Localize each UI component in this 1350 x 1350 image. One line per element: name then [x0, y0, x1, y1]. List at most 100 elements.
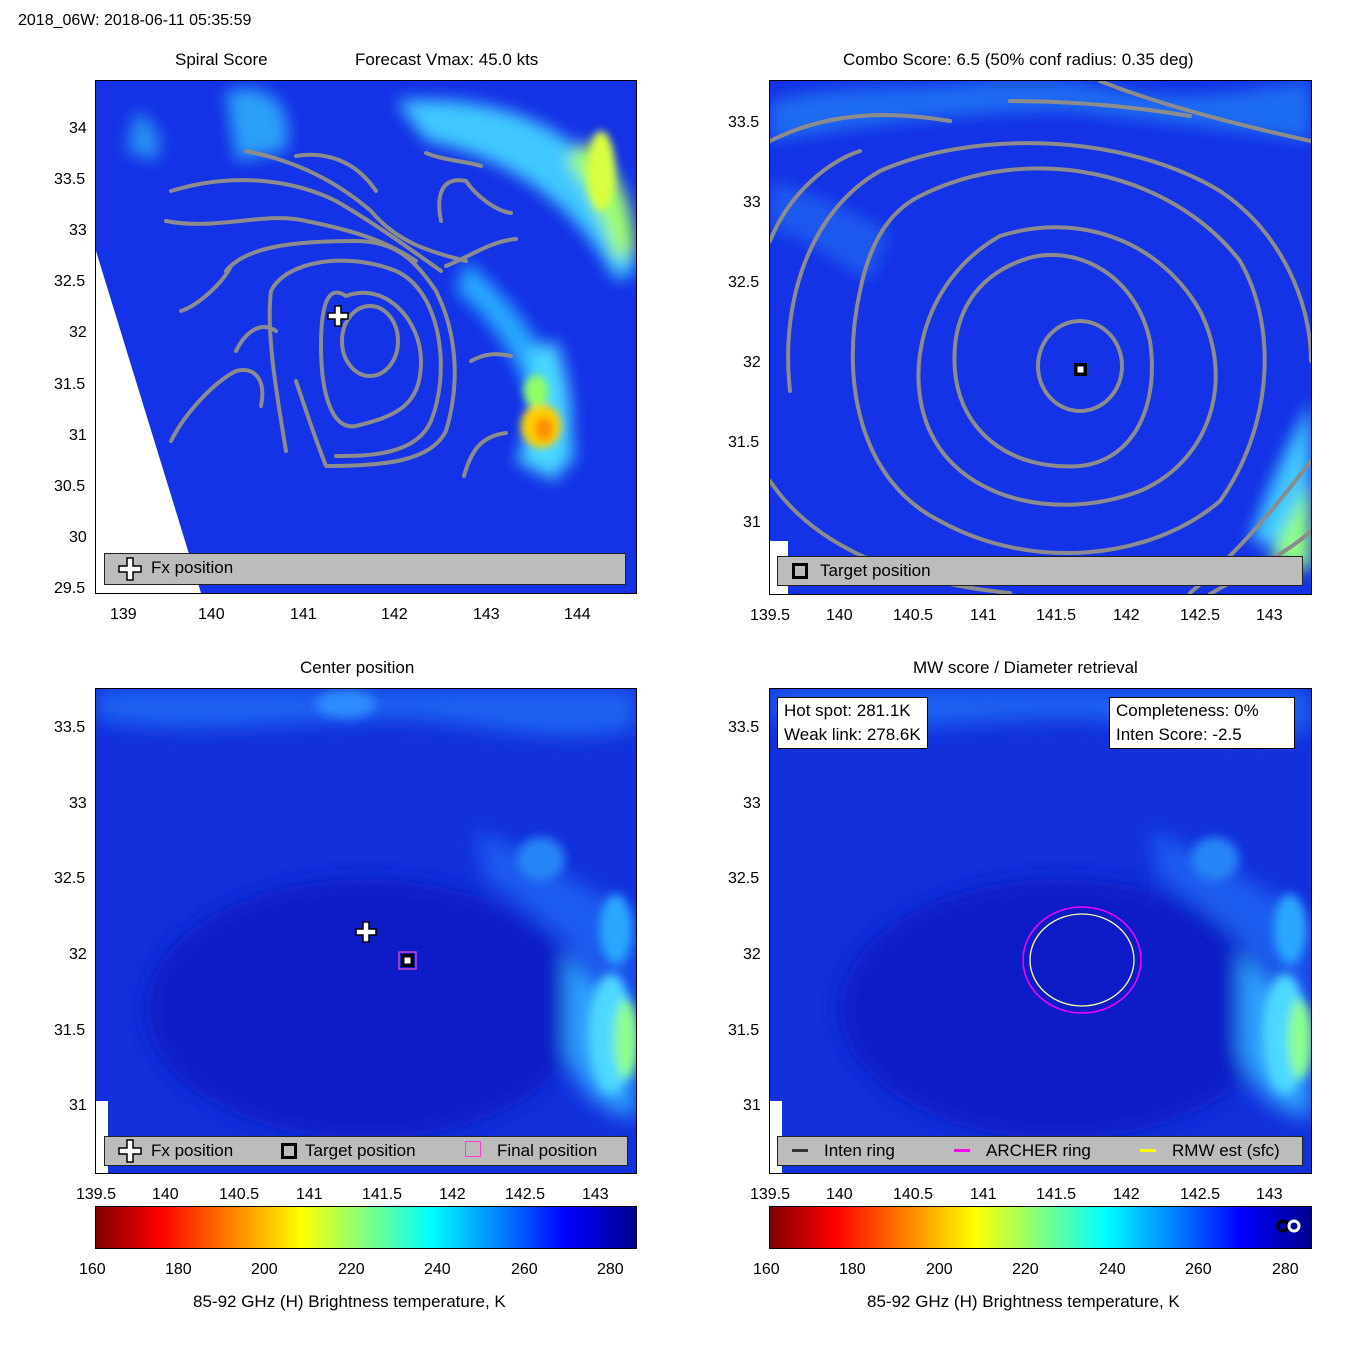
x-tick: 141 [970, 607, 997, 624]
y-tick: 33.5 [728, 719, 760, 736]
x-tick: 141.5 [362, 1186, 403, 1203]
colorbar-right [769, 1206, 1312, 1249]
x-tick: 140 [826, 607, 853, 624]
center-field [96, 689, 636, 1173]
x-tick: 139 [110, 606, 137, 623]
y-tick: 29.5 [54, 580, 86, 597]
x-tick: 141.5 [1036, 1186, 1077, 1203]
y-tick: 33 [743, 795, 761, 812]
spiral-legend: Fx position [104, 553, 626, 585]
spiral-contours [164, 149, 518, 478]
cbar-tick: 220 [1012, 1261, 1039, 1278]
fx-position-marker [327, 305, 349, 327]
spiral-plot: Fx position [95, 80, 637, 594]
x-tick: 142 [1113, 607, 1140, 624]
cbar-tick: 240 [1099, 1261, 1126, 1278]
completeness-box: Completeness: 0% Inten Score: -2.5 [1109, 697, 1295, 749]
y-tick: 31.5 [728, 434, 760, 451]
weak-link-text: Weak link: 278.6K [784, 725, 921, 744]
target-square-icon [281, 1143, 297, 1159]
x-tick: 142 [1113, 1186, 1140, 1203]
y-tick: 31 [743, 1097, 761, 1114]
combo-field [770, 81, 1311, 594]
cbar-tick: 260 [511, 1261, 538, 1278]
completeness-text: Completeness: 0% [1116, 701, 1259, 720]
center-legend: Fx position Target position Final positi… [104, 1136, 628, 1166]
x-tick: 142.5 [1180, 1186, 1221, 1203]
x-tick: 140.5 [893, 1186, 934, 1203]
mw-legend: Inten ring ARCHER ring RMW est (sfc) [777, 1136, 1303, 1166]
legend-inten-ring: Inten ring [824, 1141, 895, 1160]
mw-title: MW score / Diameter retrieval [913, 658, 1138, 677]
x-tick: 140 [198, 606, 225, 623]
center-title: Center position [300, 658, 415, 677]
archer-ring-swatch [954, 1149, 970, 1152]
x-tick: 140.5 [893, 607, 934, 624]
x-tick: 143 [1256, 1186, 1283, 1203]
combo-legend: Target position [777, 556, 1303, 586]
y-tick: 32.5 [728, 274, 760, 291]
fx-position-marker [355, 921, 377, 943]
y-tick: 31 [69, 1097, 87, 1114]
x-tick: 140 [152, 1186, 179, 1203]
y-tick: 33 [69, 222, 87, 239]
header-title: 2018_06W: 2018-06-11 05:35:59 [18, 12, 252, 29]
x-tick: 139.5 [76, 1186, 117, 1203]
x-tick: 141 [970, 1186, 997, 1203]
y-tick: 30 [69, 529, 87, 546]
cbar-tick: 280 [1272, 1261, 1299, 1278]
cbar-tick: 240 [424, 1261, 451, 1278]
y-tick: 33 [69, 795, 87, 812]
y-tick: 33.5 [728, 114, 760, 131]
cbar-tick: 160 [753, 1261, 780, 1278]
y-tick: 32.5 [54, 870, 86, 887]
y-tick: 31 [743, 514, 761, 531]
target-position-marker [401, 954, 414, 967]
cbar-tick: 160 [79, 1261, 106, 1278]
x-tick: 140 [826, 1186, 853, 1203]
x-tick: 141 [296, 1186, 323, 1203]
y-tick: 32 [69, 324, 87, 341]
y-tick: 32 [743, 354, 761, 371]
y-tick: 31.5 [728, 1022, 760, 1039]
target-square-icon [792, 563, 808, 579]
legend-rmw-est: RMW est (sfc) [1172, 1141, 1280, 1160]
center-plot: Fx position Target position Final positi… [95, 688, 637, 1174]
y-tick: 31.5 [54, 376, 86, 393]
x-tick: 139.5 [750, 607, 791, 624]
y-tick: 33 [743, 194, 761, 211]
colorbar-left [95, 1206, 637, 1249]
spiral-subtitle: Forecast Vmax: 45.0 kts [355, 50, 539, 69]
spiral-field [96, 81, 636, 593]
x-tick: 144 [564, 606, 591, 623]
cbar-tick: 180 [839, 1261, 866, 1278]
hot-spot-text: Hot spot: 281.1K [784, 701, 911, 720]
archer-ring [1022, 906, 1142, 1014]
target-position-marker [1074, 363, 1087, 376]
x-tick: 142 [439, 1186, 466, 1203]
x-tick: 142 [381, 606, 408, 623]
mw-plot: Hot spot: 281.1K Weak link: 278.6K Compl… [769, 688, 1312, 1174]
y-tick: 32.5 [54, 273, 86, 290]
legend-archer-ring: ARCHER ring [986, 1141, 1091, 1160]
final-position-marker [398, 951, 417, 970]
rmw-swatch [1140, 1149, 1156, 1152]
y-tick: 32.5 [728, 870, 760, 887]
x-tick: 140.5 [219, 1186, 260, 1203]
inten-ring-swatch [792, 1149, 808, 1152]
x-tick: 141 [290, 606, 317, 623]
legend-fx-position: Fx position [151, 1141, 234, 1160]
spiral-title: Spiral Score [175, 50, 268, 69]
final-square-icon [465, 1141, 481, 1157]
legend-fx-position: Fx position [151, 558, 234, 577]
y-tick: 33.5 [54, 171, 86, 188]
colorbar-right-label: 85-92 GHz (H) Brightness temperature, K [867, 1292, 1180, 1311]
colorbar-badge-icon [1276, 1218, 1302, 1239]
cbar-tick: 220 [338, 1261, 365, 1278]
combo-contours [770, 81, 1311, 594]
x-tick: 143 [473, 606, 500, 623]
y-tick: 34 [69, 120, 87, 137]
x-tick: 143 [582, 1186, 609, 1203]
colorbar-left-label: 85-92 GHz (H) Brightness temperature, K [193, 1292, 506, 1311]
cbar-tick: 200 [251, 1261, 278, 1278]
